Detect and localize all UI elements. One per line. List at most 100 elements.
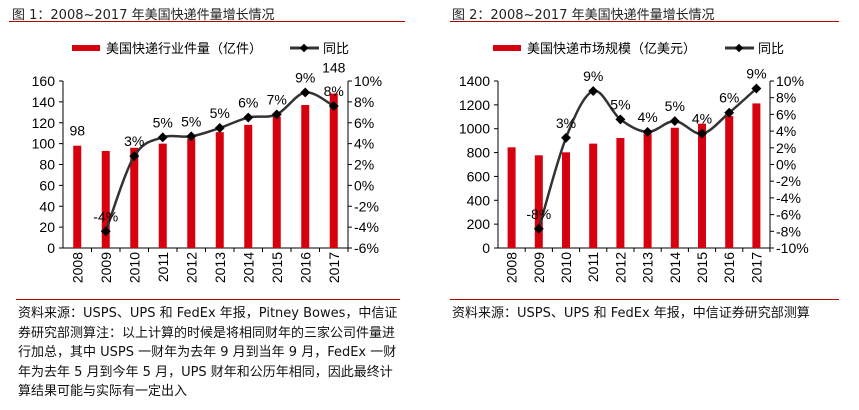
left-tick-label: 600: [467, 168, 491, 184]
legend-line-marker: [299, 43, 309, 53]
bar-2009: [534, 155, 543, 248]
left-tick-label: 40: [39, 198, 55, 214]
bar-2015: [272, 116, 281, 248]
growth-value-label: 8%: [324, 83, 344, 99]
right-tick-label: -2%: [354, 198, 379, 214]
left-tick-label: 0: [482, 240, 490, 256]
growth-value-label: -4%: [93, 208, 118, 224]
x-tick-label: 2011: [155, 252, 171, 282]
growth-value-label: 3%: [556, 115, 576, 131]
bar-value-label: 148: [322, 60, 346, 76]
bar-2017: [329, 93, 338, 249]
right-tick-label: 0%: [354, 177, 374, 193]
figure-2-source-note: 资料来源：USPS、UPS 和 FedEx 年报，中信证券研究部测算: [452, 306, 810, 321]
right-tick-label: 2%: [354, 157, 374, 173]
x-tick-label: 2010: [558, 252, 574, 283]
left-tick-label: 20: [39, 219, 55, 235]
legend-bar-label: 美国快递市场规模（亿美元）: [527, 41, 696, 56]
growth-value-label: 5%: [665, 98, 685, 114]
left-tick-label: 120: [32, 115, 56, 131]
bar-2011: [589, 143, 598, 248]
right-tick-label: 8%: [776, 90, 796, 106]
bar-2016: [301, 105, 310, 248]
left-tick-label: 80: [39, 157, 55, 173]
bar-2014: [244, 124, 253, 248]
legend-bar-label: 美国快递行业件量（亿件）: [106, 41, 262, 56]
chart-2-market-size: 美国快递市场规模（亿美元） 同比 0 200 400 600 800 1000 1200 1400…: [459, 41, 809, 283]
left-tick-label: 1400: [459, 73, 490, 89]
right-tick-label: -4%: [776, 190, 801, 206]
growth-value-label: 5%: [153, 114, 173, 130]
x-tick-label: 2013: [640, 252, 656, 283]
growth-marker-2015: [697, 128, 707, 139]
growth-marker-2017: [751, 83, 762, 94]
right-tick-label: 6%: [354, 115, 374, 131]
right-tick-label: -2%: [776, 173, 801, 189]
right-tick-label: 2%: [776, 140, 796, 156]
x-tick-label: 2017: [326, 252, 342, 283]
growth-marker-2009: [100, 226, 111, 237]
bar-2012: [616, 138, 625, 248]
legend-line-marker: [734, 43, 744, 53]
bar-2012: [187, 138, 196, 248]
x-tick-label: 2008: [69, 252, 85, 283]
growth-marker-2013: [214, 123, 225, 133]
left-tick-label: 60: [39, 177, 55, 193]
x-tick-label: 2015: [269, 252, 285, 283]
legend-line-label: 同比: [323, 41, 349, 56]
figure-2-title: 图 2：2008~2017 年美国快递件量增长情况: [452, 8, 715, 23]
left-tick-label: 400: [467, 192, 491, 208]
bar-2011: [158, 143, 167, 248]
title-divider: [9, 21, 405, 22]
left-tick-label: 160: [32, 73, 56, 89]
left-tick-label: 100: [32, 136, 56, 152]
x-tick-label: 2008: [504, 252, 520, 283]
x-tick-label: 2010: [126, 252, 142, 283]
bar-2015: [698, 123, 706, 248]
growth-value-label: 5%: [610, 96, 630, 112]
bar-2008: [73, 145, 82, 248]
left-tick-label: 140: [32, 94, 56, 110]
bar-2010: [130, 147, 139, 248]
left-tick-label: 1000: [459, 121, 490, 137]
bar-2009: [101, 150, 110, 248]
growth-value-label: 9%: [583, 68, 603, 84]
x-tick-label: 2011: [585, 252, 601, 282]
growth-value-label: 4%: [692, 111, 712, 127]
growth-marker-2010: [561, 132, 571, 143]
growth-marker-2010: [129, 151, 140, 162]
right-tick-label: 4%: [354, 136, 374, 152]
growth-marker-2012: [615, 114, 626, 125]
legend-bar-swatch: [493, 45, 521, 51]
right-tick-label: 10%: [354, 73, 382, 89]
right-tick-label: -6%: [354, 240, 379, 256]
right-tick-label: 8%: [354, 94, 374, 110]
bar-2014: [670, 127, 679, 248]
right-tick-label: 6%: [776, 106, 796, 122]
left-tick-label: 800: [467, 145, 491, 161]
legend-line-label: 同比: [758, 41, 784, 56]
x-tick-label: 2015: [694, 252, 710, 283]
growth-value-label: 5%: [210, 105, 230, 121]
growth-value-label: 9%: [295, 69, 315, 85]
growth-marker-2013: [642, 126, 653, 137]
growth-marker-2014: [243, 112, 254, 123]
note-divider: [16, 299, 400, 300]
bar-2013: [643, 133, 652, 248]
bar-value-label: 98: [69, 123, 85, 139]
growth-value-label: 7%: [267, 91, 287, 107]
bar-2008: [507, 147, 516, 248]
x-tick-label: 2012: [183, 252, 199, 283]
right-tick-label: -8%: [776, 223, 801, 239]
right-tick-label: 4%: [776, 123, 796, 139]
x-tick-label: 2013: [212, 252, 228, 283]
growth-value-label: 4%: [637, 109, 657, 125]
growth-value-label: 5%: [181, 113, 201, 129]
growth-marker-2012: [186, 131, 197, 142]
growth-value-label: -8%: [526, 206, 551, 222]
x-tick-label: 2014: [240, 252, 256, 283]
growth-value-label: 9%: [746, 66, 766, 82]
growth-marker-2014: [669, 116, 680, 127]
left-tick-label: 1200: [459, 97, 490, 113]
